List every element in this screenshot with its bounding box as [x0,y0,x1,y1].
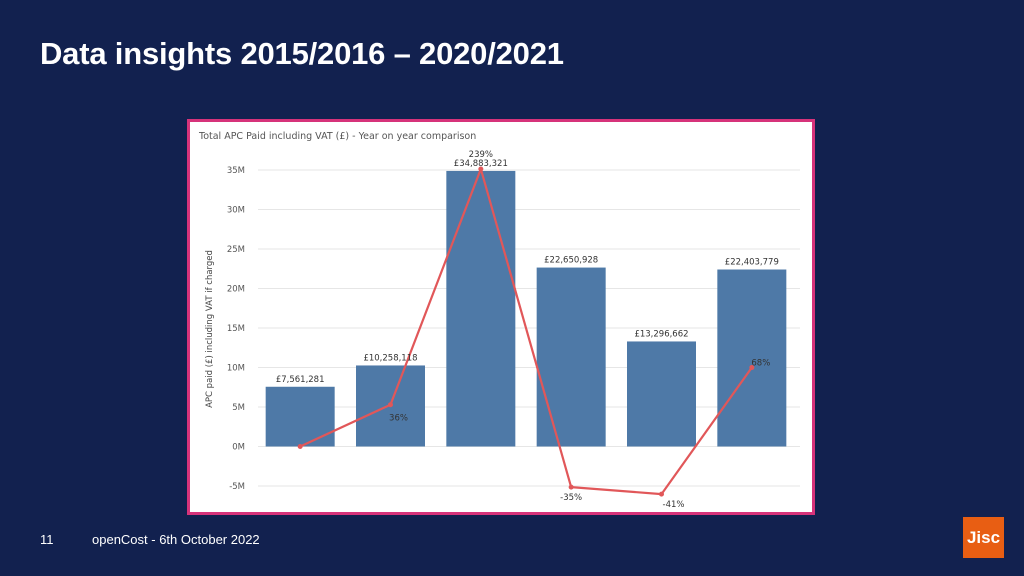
line-value-label: 239% [469,150,493,160]
bar-value-label: £13,296,662 [634,329,688,339]
line-value-label: 36% [389,414,408,424]
footer-text: openCost - 6th October 2022 [92,532,260,547]
slide-title: Data insights 2015/2016 – 2020/2021 [40,36,564,71]
bar [717,269,787,447]
percent-change-line [299,167,753,496]
chart-frame: Total APC Paid including VAT (£) - Year … [187,119,815,515]
line-point [568,484,574,490]
y-tick-label: 30M [227,206,245,216]
bar-value-label: £7,561,281 [276,375,325,385]
y-tick-label: 10M [227,364,245,374]
page-number: 11 [40,532,54,547]
y-tick-label: 0M [232,443,245,453]
y-tick-label: 25M [227,245,245,255]
line-value-label: 68% [751,359,770,369]
line-point [659,491,664,497]
line-point [388,402,393,408]
y-tick-label: 35M [227,166,245,176]
bar-value-label: £22,403,779 [725,258,779,268]
y-tick-label: 20M [227,285,245,295]
jisc-logo: Jisc [963,517,1004,558]
yoy-apc-chart: Total APC Paid including VAT (£) - Year … [198,131,800,510]
line-value-label: -35% [560,493,582,503]
bar [536,267,606,447]
y-axis-label: APC paid (£) including VAT if charged [205,250,215,408]
y-tick-label: 5M [232,403,245,413]
bar-value-label: £10,258,118 [363,353,417,363]
bar-value-label: £22,650,928 [544,256,598,266]
bar-value-label: £34,883,321 [454,159,508,169]
line-point [297,444,303,449]
y-tick-label: 15M [227,324,245,334]
y-tick-label: -5M [229,482,245,492]
chart-title: Total APC Paid including VAT (£) - Year … [198,131,476,142]
line-point [478,166,484,172]
line-point [749,365,755,371]
bar [627,341,696,447]
bar [446,170,516,447]
line-value-label: -41% [663,500,685,510]
bar [265,386,335,447]
